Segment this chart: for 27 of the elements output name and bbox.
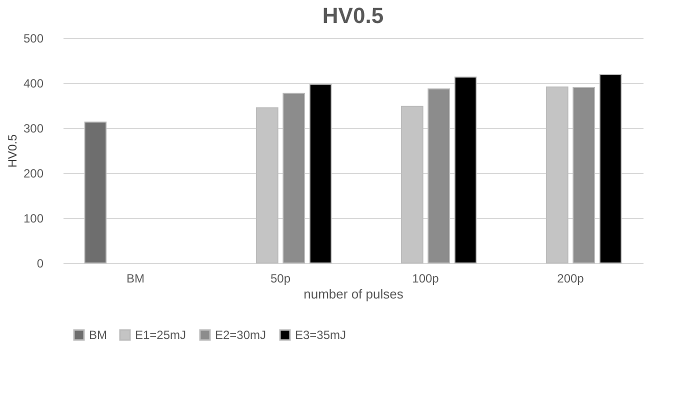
bar bbox=[454, 76, 477, 264]
y-tick-label: 400 bbox=[23, 76, 44, 90]
bar bbox=[428, 88, 450, 264]
y-tick-label: 500 bbox=[23, 32, 44, 46]
y-axis-title: HV0.5 bbox=[5, 134, 20, 168]
bar bbox=[572, 87, 596, 264]
bar bbox=[599, 74, 622, 264]
x-tick-label: 50p bbox=[270, 272, 291, 286]
y-tick-label: 0 bbox=[36, 256, 44, 270]
legend-label: E2=30mJ bbox=[215, 328, 266, 342]
bar bbox=[256, 107, 278, 264]
y-tick-label: 100 bbox=[23, 212, 44, 226]
bar bbox=[546, 86, 568, 264]
x-tick-label: 100p bbox=[412, 272, 440, 286]
x-axis-title: number of pulses bbox=[304, 286, 404, 302]
legend-label: BM bbox=[89, 328, 108, 342]
bar bbox=[309, 84, 332, 264]
chart-title: HV0.5 bbox=[322, 3, 384, 28]
bar bbox=[400, 106, 424, 264]
y-tick-label: 300 bbox=[23, 122, 44, 136]
x-tick-label: BM bbox=[126, 272, 145, 286]
bar bbox=[282, 92, 306, 264]
x-tick-label: 200p bbox=[557, 272, 584, 286]
bar bbox=[84, 122, 107, 264]
legend-label: E1=25mJ bbox=[135, 328, 186, 342]
y-tick-label: 200 bbox=[23, 166, 44, 180]
legend-label: E3=35mJ bbox=[295, 328, 346, 342]
